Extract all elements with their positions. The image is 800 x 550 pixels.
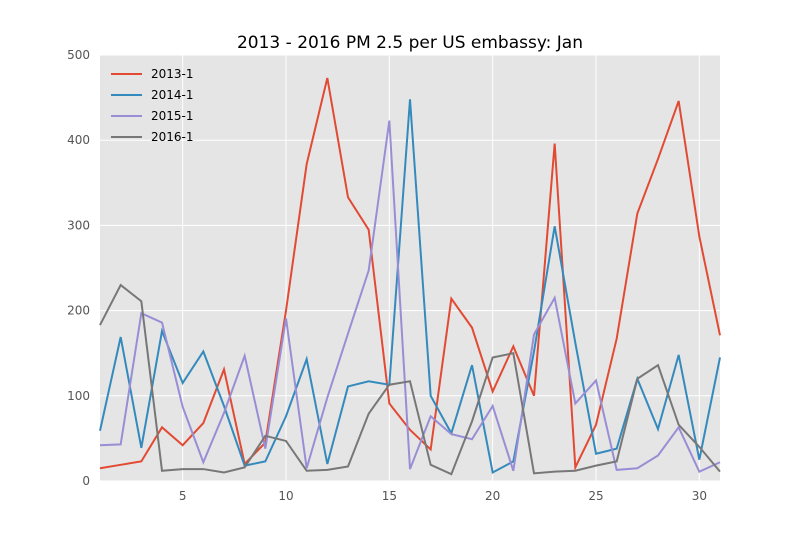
legend-label: 2013-1 (151, 67, 194, 81)
legend: 2013-1 2014-1 2015-1 2016-1 (111, 67, 194, 144)
chart-title: 2013 - 2016 PM 2.5 per US embassy: Jan (237, 33, 583, 53)
series-lines (99, 77, 721, 476)
y-tick-label: 400 (67, 133, 90, 147)
x-tick-label: 20 (485, 489, 500, 503)
y-tick-label: 300 (67, 218, 90, 232)
plot-area (100, 55, 720, 481)
x-tick-label: 30 (692, 489, 707, 503)
series-line-2015-1 (99, 120, 721, 473)
y-tick-label: 500 (67, 48, 90, 62)
y-tick-label: 100 (67, 389, 90, 403)
series-line-2013-1 (99, 77, 721, 472)
x-tick-label: 5 (179, 489, 187, 503)
legend-label: 2014-1 (151, 88, 194, 102)
x-tick-label: 25 (588, 489, 603, 503)
legend-label: 2015-1 (151, 109, 194, 123)
series-line-2016-1 (99, 283, 721, 476)
x-tick-label: 15 (382, 489, 397, 503)
y-tick-label: 200 (67, 304, 90, 318)
y-tick-label: 0 (82, 474, 90, 488)
x-tick-label: 10 (278, 489, 293, 503)
series-line-2014-1 (99, 99, 721, 475)
legend-label: 2016-1 (151, 130, 194, 144)
